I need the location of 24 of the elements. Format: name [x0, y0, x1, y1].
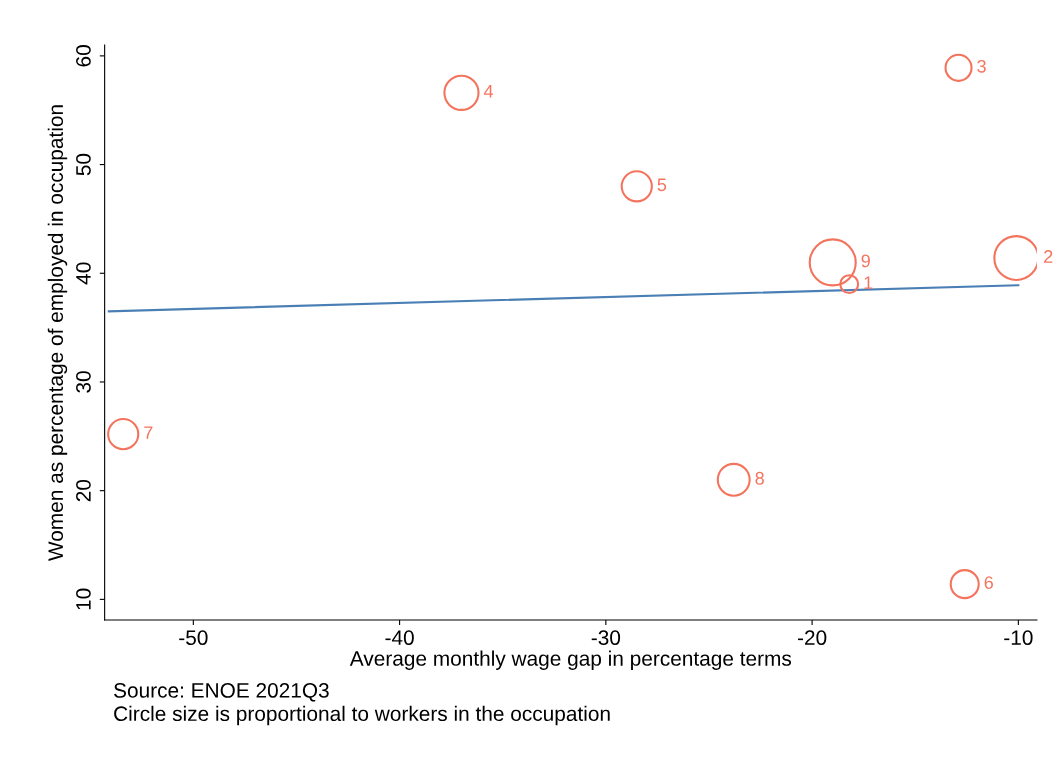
x-tick-label: -40 [385, 630, 414, 646]
annotation: 9 [861, 254, 870, 268]
annotation: 6 [984, 576, 993, 589]
text: Circle size is proportional to workers in the occupation [114, 705, 610, 726]
y-tick-label: 50 [76, 153, 91, 176]
y-axis-title: Women as percentage of employed in occupation [47, 105, 68, 561]
y-tick-label: 60 [76, 45, 91, 67]
y-tick-label: 30 [76, 371, 91, 393]
x-axis-title: Average monthly wage gap in percentage terms [349, 650, 792, 670]
annotation: 3 [977, 59, 986, 73]
source-note: Source: ENOE 2021Q3 [114, 683, 329, 702]
y-tick-label: 20 [76, 479, 91, 502]
annotation: 7 [144, 426, 153, 439]
annotation: 1 [864, 276, 873, 289]
x-tick-label: -10 [1004, 630, 1033, 646]
x-tick-label: -30 [591, 630, 621, 646]
x-tick-label: -20 [797, 630, 827, 646]
annotation: 2 [1044, 250, 1053, 263]
y-tick-label: 40 [76, 262, 91, 285]
annotation: 5 [657, 178, 667, 192]
annotation: 4 [483, 85, 494, 98]
x-tick-label: -50 [179, 630, 208, 646]
y-tick-label: 10 [76, 588, 91, 610]
annotation: 8 [755, 471, 764, 485]
